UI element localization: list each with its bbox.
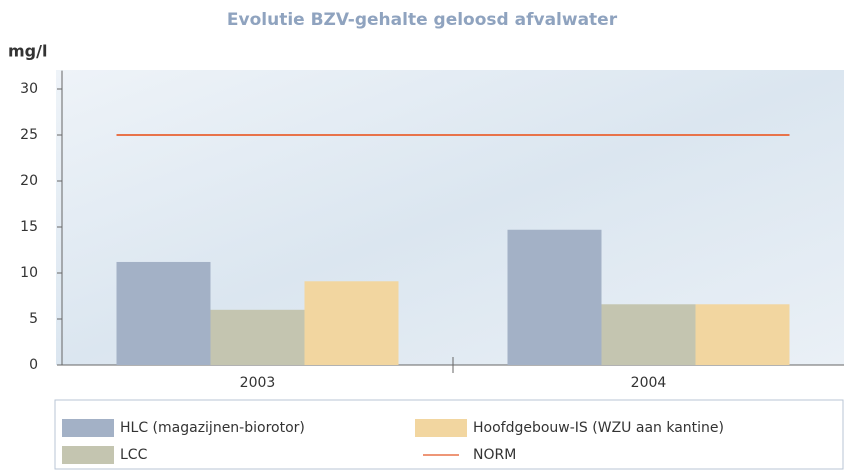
legend-label: LCC bbox=[120, 447, 148, 463]
bar bbox=[305, 281, 399, 365]
bar bbox=[508, 230, 602, 365]
y-axis-label: mg/l bbox=[8, 42, 47, 61]
bar bbox=[696, 304, 790, 365]
y-tick-label: 10 bbox=[20, 265, 38, 281]
bar bbox=[602, 304, 696, 365]
bar bbox=[117, 262, 211, 365]
chart-title: Evolutie BZV-gehalte geloosd afvalwater bbox=[227, 10, 618, 30]
y-tick-label: 25 bbox=[20, 127, 38, 143]
legend-swatch bbox=[62, 446, 114, 464]
y-tick-label: 0 bbox=[29, 357, 38, 373]
x-tick-label: 2004 bbox=[631, 375, 667, 391]
x-tick-label: 2003 bbox=[240, 375, 276, 391]
chart: Evolutie BZV-gehalte geloosd afvalwater … bbox=[0, 0, 844, 470]
legend-swatch bbox=[62, 419, 114, 437]
y-tick-label: 30 bbox=[20, 81, 38, 97]
legend-label: NORM bbox=[473, 447, 516, 463]
y-tick-label: 5 bbox=[29, 311, 38, 327]
y-tick-label: 20 bbox=[20, 173, 38, 189]
bar bbox=[211, 310, 305, 365]
y-tick-label: 15 bbox=[20, 219, 38, 235]
legend-label: Hoofdgebouw-IS (WZU aan kantine) bbox=[473, 420, 724, 436]
legend-swatch bbox=[415, 419, 467, 437]
legend-label: HLC (magazijnen-biorotor) bbox=[120, 420, 305, 436]
